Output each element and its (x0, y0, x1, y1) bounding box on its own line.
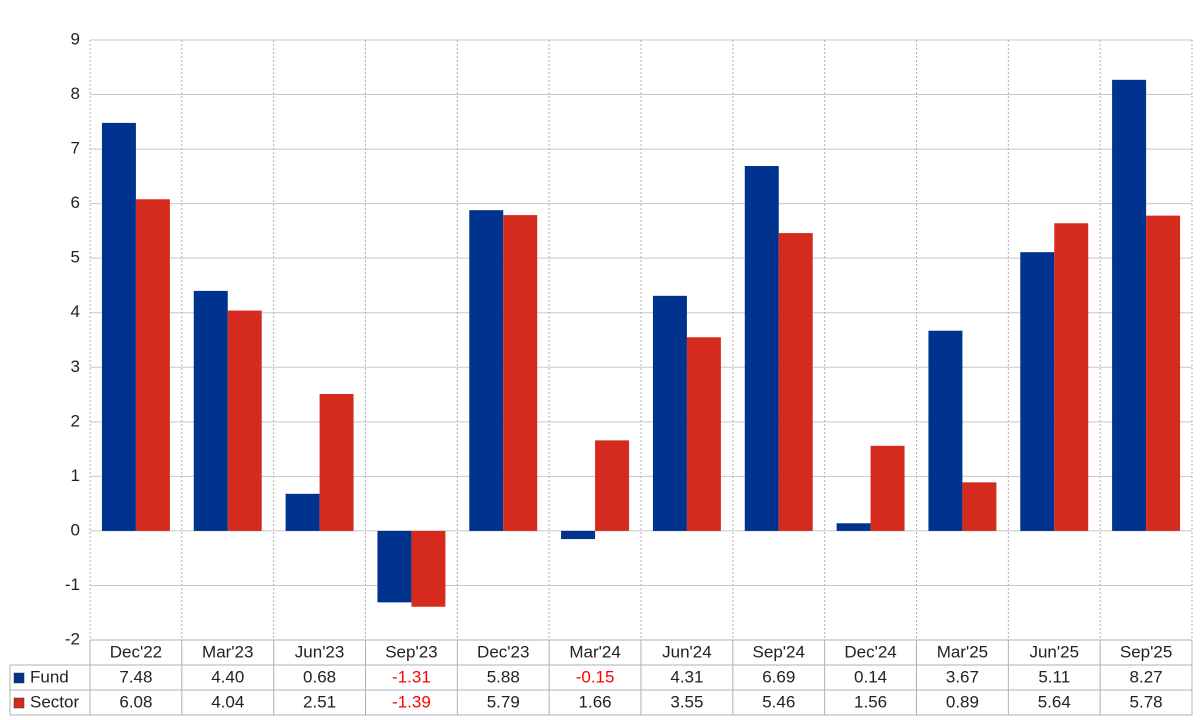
x-tick-label: Sep'25 (1120, 642, 1172, 661)
value-label: 5.64 (1038, 692, 1071, 711)
x-tick-label: Dec'23 (477, 642, 529, 661)
value-label: 3.67 (946, 667, 979, 686)
value-label: 5.11 (1038, 667, 1070, 686)
legend-swatch (13, 697, 25, 709)
y-tick-label: 0 (71, 520, 80, 539)
value-label: 1.66 (579, 692, 612, 711)
value-label: 4.40 (211, 667, 244, 686)
x-tick-label: Mar'23 (202, 642, 253, 661)
bar (135, 199, 170, 531)
legend-swatch (13, 672, 25, 684)
bar (1054, 223, 1089, 531)
legend-label: Fund (30, 667, 69, 686)
value-label: 4.04 (211, 692, 244, 711)
y-tick-label: 8 (71, 84, 80, 103)
bar (686, 337, 721, 531)
bar (193, 290, 228, 531)
bar (561, 530, 596, 540)
x-tick-label: Mar'24 (569, 642, 620, 661)
value-label: 0.89 (946, 692, 979, 711)
y-tick-label: -2 (65, 629, 80, 648)
y-tick-label: 7 (71, 139, 80, 158)
value-label: -1.31 (392, 667, 431, 686)
bar (1146, 215, 1181, 531)
y-tick-label: -1 (65, 575, 80, 594)
value-label: 5.46 (762, 692, 795, 711)
y-tick-label: 3 (71, 357, 80, 376)
bar (285, 493, 320, 531)
value-label: -1.39 (392, 692, 431, 711)
value-label: 8.27 (1130, 667, 1163, 686)
legend-label: Sector (30, 692, 79, 711)
value-label: 5.78 (1130, 692, 1163, 711)
value-label: 5.79 (487, 692, 520, 711)
y-tick-label: 2 (71, 411, 80, 430)
bar (962, 482, 997, 531)
bar (778, 233, 813, 531)
value-label: 6.08 (119, 692, 152, 711)
x-tick-label: Jun'24 (662, 642, 712, 661)
bar (652, 295, 687, 531)
value-label: 4.31 (670, 667, 703, 686)
value-label: 0.68 (303, 667, 336, 686)
value-label: 7.48 (119, 667, 152, 686)
y-tick-label: 6 (71, 193, 80, 212)
value-label: 3.55 (670, 692, 703, 711)
x-tick-label: Mar'25 (937, 642, 988, 661)
bar (101, 122, 136, 531)
bar (319, 394, 354, 531)
bar (227, 310, 262, 531)
bar (595, 440, 630, 531)
x-tick-label: Dec'24 (844, 642, 896, 661)
bar (377, 530, 412, 603)
bar (928, 330, 963, 531)
bar (744, 166, 779, 531)
bar (503, 215, 538, 531)
x-tick-label: Jun'23 (295, 642, 345, 661)
bar (836, 523, 871, 531)
bar (870, 445, 905, 531)
y-tick-label: 1 (71, 466, 80, 485)
bar (469, 210, 504, 531)
bar (1020, 252, 1055, 531)
y-tick-label: 9 (71, 29, 80, 48)
value-label: 2.51 (303, 692, 336, 711)
x-tick-label: Sep'24 (753, 642, 805, 661)
x-tick-label: Jun'25 (1029, 642, 1079, 661)
value-label: 6.69 (762, 667, 795, 686)
y-tick-label: 4 (71, 302, 80, 321)
value-label: -0.15 (576, 667, 615, 686)
value-label: 5.88 (487, 667, 520, 686)
y-tick-label: 5 (71, 248, 80, 267)
value-label: 0.14 (854, 667, 887, 686)
bar (411, 530, 446, 607)
value-label: 1.56 (854, 692, 887, 711)
x-tick-label: Dec'22 (110, 642, 162, 661)
bar (1112, 79, 1147, 531)
x-tick-label: Sep'23 (385, 642, 437, 661)
